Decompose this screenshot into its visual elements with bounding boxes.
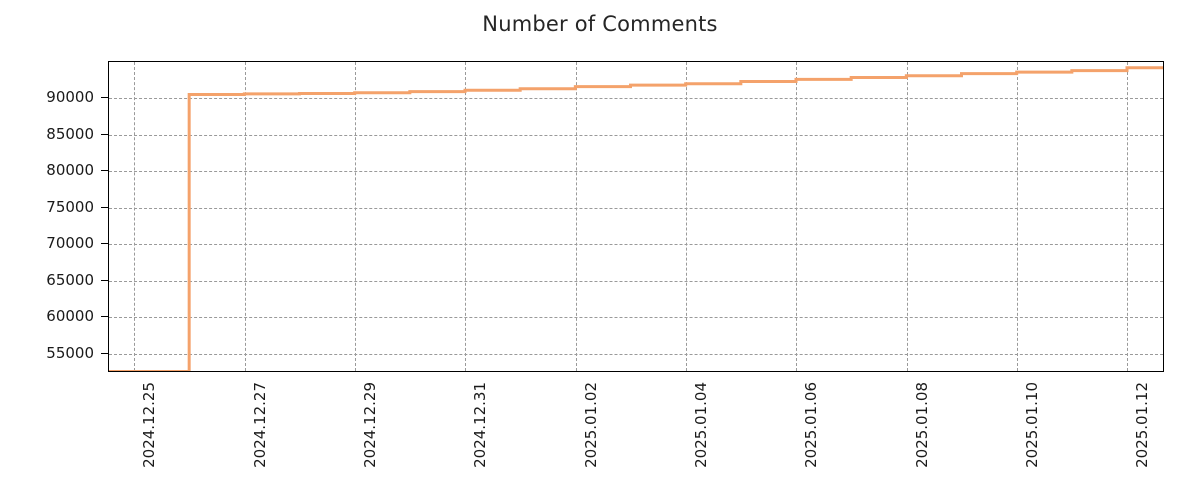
x-axis-tick-label: 2025.01.10 — [1023, 382, 1041, 468]
gridline-horizontal — [109, 207, 1163, 209]
x-axis-tick-label: 2024.12.25 — [140, 382, 158, 468]
x-axis-tick-label: 2025.01.08 — [913, 382, 931, 468]
y-axis-tick-label: 55000 — [46, 344, 94, 362]
gridline-vertical — [134, 62, 135, 371]
y-axis-tick-label: 60000 — [46, 307, 94, 326]
gridline-horizontal — [109, 317, 1163, 319]
y-axis-tick-mark — [101, 316, 108, 318]
x-axis-tick-label: 2025.01.02 — [582, 382, 600, 468]
gridline-horizontal — [109, 244, 1163, 246]
y-axis-tick-label: 65000 — [46, 270, 94, 289]
y-axis-tick-label: 70000 — [46, 234, 94, 253]
y-axis-tick-label: 85000 — [46, 124, 94, 143]
gridline-vertical — [1017, 62, 1018, 371]
gridline-horizontal — [109, 280, 1163, 282]
x-axis-tick-label: 2024.12.29 — [361, 382, 379, 468]
y-axis-tick-label: 75000 — [46, 197, 94, 216]
gridline-vertical — [907, 62, 908, 371]
gridline-vertical — [355, 62, 356, 371]
y-axis-tick-mark — [101, 243, 108, 245]
x-axis-tick-label: 2025.01.04 — [692, 382, 710, 468]
gridline-vertical — [1127, 62, 1128, 371]
gridline-vertical — [245, 62, 246, 371]
y-axis-tick-label: 90000 — [46, 88, 94, 106]
gridline-vertical — [796, 62, 797, 371]
chart-title: Number of Comments — [482, 12, 718, 36]
plot-area — [108, 61, 1164, 372]
gridline-horizontal — [109, 354, 1163, 355]
y-axis-tick-mark — [101, 97, 108, 98]
y-axis-tick-mark — [101, 170, 108, 172]
y-axis-tick-label: 80000 — [46, 161, 94, 180]
x-axis-tick-label: 2024.12.31 — [471, 382, 489, 468]
y-axis-tick-mark — [101, 279, 108, 281]
x-axis-tick-label: 2024.12.27 — [251, 382, 269, 468]
gridline-horizontal — [109, 98, 1163, 99]
y-axis-tick-mark — [101, 353, 108, 354]
x-axis-tick-label: 2025.01.06 — [802, 382, 820, 468]
gridline-horizontal — [109, 171, 1163, 173]
y-axis-tick-mark — [101, 133, 108, 135]
gridline-vertical — [686, 62, 687, 371]
gridline-horizontal — [109, 134, 1163, 136]
comments-line-series — [109, 66, 1163, 371]
x-axis-tick-label: 2025.01.12 — [1133, 382, 1151, 468]
gridline-vertical — [465, 62, 466, 371]
gridline-vertical — [576, 62, 577, 371]
y-axis-tick-mark — [101, 206, 108, 208]
